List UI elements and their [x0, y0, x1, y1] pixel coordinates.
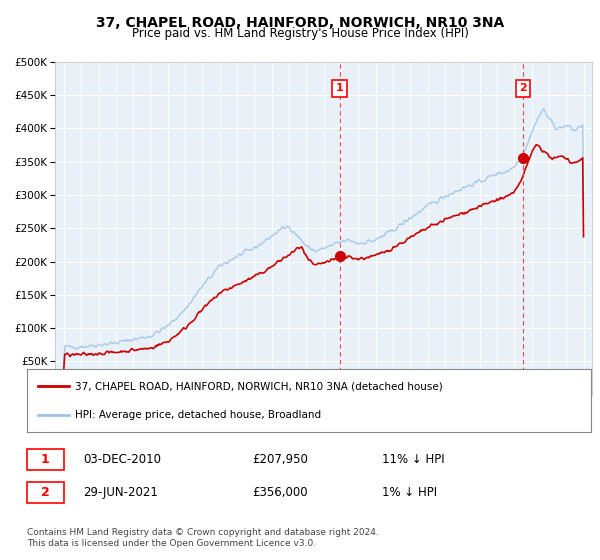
Text: 29-JUN-2021: 29-JUN-2021: [83, 486, 158, 499]
Text: 11% ↓ HPI: 11% ↓ HPI: [382, 453, 445, 466]
Text: £356,000: £356,000: [253, 486, 308, 499]
Text: 1: 1: [336, 83, 344, 94]
Text: 37, CHAPEL ROAD, HAINFORD, NORWICH, NR10 3NA (detached house): 37, CHAPEL ROAD, HAINFORD, NORWICH, NR10…: [75, 381, 443, 391]
FancyBboxPatch shape: [27, 449, 64, 470]
Text: 1% ↓ HPI: 1% ↓ HPI: [382, 486, 437, 499]
Text: 2: 2: [519, 83, 527, 94]
Text: £207,950: £207,950: [253, 453, 308, 466]
Text: 03-DEC-2010: 03-DEC-2010: [83, 453, 161, 466]
Text: Contains HM Land Registry data © Crown copyright and database right 2024.
This d: Contains HM Land Registry data © Crown c…: [27, 528, 379, 548]
Text: Price paid vs. HM Land Registry's House Price Index (HPI): Price paid vs. HM Land Registry's House …: [131, 27, 469, 40]
FancyBboxPatch shape: [27, 482, 64, 503]
Text: 1: 1: [41, 453, 50, 466]
Text: 2: 2: [41, 486, 50, 499]
Text: 37, CHAPEL ROAD, HAINFORD, NORWICH, NR10 3NA: 37, CHAPEL ROAD, HAINFORD, NORWICH, NR10…: [96, 16, 504, 30]
Text: HPI: Average price, detached house, Broadland: HPI: Average price, detached house, Broa…: [75, 410, 321, 420]
